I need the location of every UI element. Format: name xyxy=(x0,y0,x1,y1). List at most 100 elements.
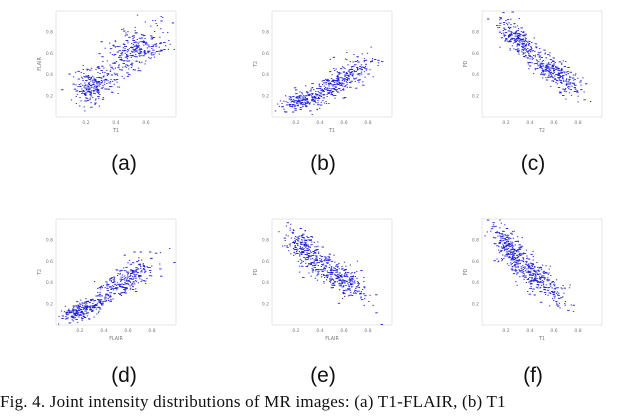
data-point xyxy=(546,289,550,291)
data-point xyxy=(81,93,83,95)
data-point xyxy=(553,78,556,80)
data-point xyxy=(328,253,332,255)
data-point xyxy=(347,295,350,297)
data-point xyxy=(147,51,150,53)
data-point xyxy=(147,52,149,54)
data-point xyxy=(538,273,542,275)
data-point xyxy=(330,71,332,73)
data-point xyxy=(523,31,525,33)
data-point xyxy=(500,33,503,35)
data-point xyxy=(575,88,577,90)
data-point xyxy=(564,303,566,305)
data-point xyxy=(292,242,296,244)
data-point xyxy=(530,263,534,265)
data-point xyxy=(547,54,550,56)
data-point xyxy=(344,78,346,80)
data-point xyxy=(333,88,335,90)
data-point xyxy=(366,52,369,54)
data-point xyxy=(547,277,549,279)
data-point xyxy=(567,83,571,85)
data-point xyxy=(558,305,560,307)
data-point xyxy=(550,293,552,295)
data-point xyxy=(567,86,569,88)
data-point xyxy=(337,266,339,268)
data-point xyxy=(310,275,312,277)
data-point xyxy=(530,271,532,273)
data-point xyxy=(539,58,541,60)
data-point xyxy=(518,44,521,46)
data-point xyxy=(348,82,352,84)
data-point xyxy=(121,286,124,288)
data-point xyxy=(517,50,520,52)
data-point xyxy=(102,285,105,287)
data-point xyxy=(322,97,325,99)
data-point xyxy=(512,237,514,239)
data-point xyxy=(68,73,71,75)
data-point xyxy=(543,277,546,279)
data-point xyxy=(101,80,103,82)
data-point xyxy=(321,269,325,271)
data-point xyxy=(306,250,309,251)
data-point xyxy=(144,21,146,23)
data-point xyxy=(525,249,528,251)
data-point xyxy=(119,278,122,280)
data-point xyxy=(545,65,548,67)
data-point xyxy=(152,37,156,38)
data-point xyxy=(313,241,315,243)
x-axis-label: FLAIR xyxy=(325,336,339,342)
data-point xyxy=(140,281,142,282)
data-point xyxy=(304,98,306,100)
data-point xyxy=(369,69,371,71)
data-point xyxy=(508,244,512,246)
data-point xyxy=(76,306,78,308)
data-point xyxy=(301,99,305,101)
x-tick-label: 0.6 xyxy=(340,328,347,334)
data-point xyxy=(89,93,92,95)
data-point xyxy=(106,83,108,85)
data-point xyxy=(104,88,107,90)
x-tick-label: 0.2 xyxy=(502,120,509,126)
data-point xyxy=(321,274,323,276)
data-point xyxy=(509,49,511,51)
data-point xyxy=(139,275,142,277)
data-point xyxy=(313,252,317,253)
data-point xyxy=(298,101,301,103)
data-point xyxy=(61,318,64,320)
data-point xyxy=(341,77,344,79)
data-point xyxy=(336,274,339,276)
data-point xyxy=(517,43,519,45)
data-point xyxy=(115,287,118,289)
data-point xyxy=(328,85,330,87)
data-point xyxy=(543,287,546,289)
data-point xyxy=(522,48,525,50)
data-point xyxy=(96,302,99,304)
data-point xyxy=(150,25,152,27)
data-point xyxy=(106,287,109,289)
data-point xyxy=(91,310,94,312)
data-point xyxy=(355,293,357,295)
data-point xyxy=(131,51,133,53)
y-tick-label: 0.8 xyxy=(46,30,53,36)
data-point xyxy=(364,66,367,68)
data-point xyxy=(95,304,98,306)
data-point xyxy=(524,267,526,269)
data-point xyxy=(522,40,526,42)
data-point xyxy=(96,66,99,68)
data-point xyxy=(572,304,576,306)
data-point xyxy=(300,250,304,252)
data-point xyxy=(107,300,110,301)
data-point xyxy=(518,248,522,250)
data-point xyxy=(123,77,125,79)
data-point xyxy=(372,76,374,78)
data-point xyxy=(153,54,155,56)
data-point xyxy=(77,70,80,72)
data-point xyxy=(517,40,519,41)
data-point xyxy=(133,45,135,47)
data-point xyxy=(121,52,123,54)
data-point xyxy=(332,85,334,87)
x-tick-label: 0.6 xyxy=(550,120,557,126)
data-point xyxy=(134,277,137,279)
data-point xyxy=(501,230,505,232)
y-tick-label: 0.8 xyxy=(472,30,479,36)
data-point xyxy=(97,71,99,73)
